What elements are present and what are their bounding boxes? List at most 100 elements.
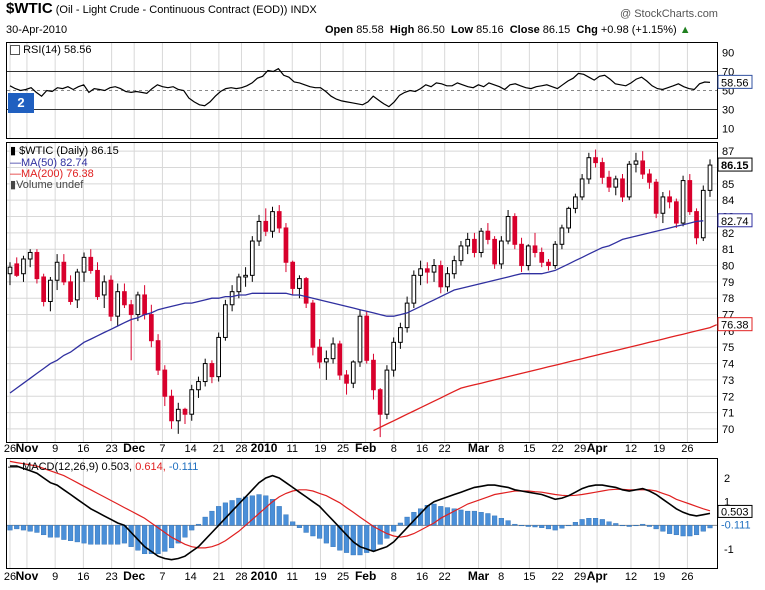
candle-body bbox=[424, 268, 430, 273]
x-axis-label: 9 bbox=[52, 443, 58, 455]
volume-legend: ▮Volume undef bbox=[10, 179, 83, 192]
candle-body bbox=[81, 256, 87, 273]
ma50-last-value: 82.74 bbox=[721, 216, 749, 228]
candle-body bbox=[472, 238, 477, 253]
macd-legend-hist: -0.111 bbox=[168, 461, 199, 473]
candle-body bbox=[357, 315, 363, 363]
macd-histogram-bar bbox=[458, 509, 464, 526]
candle-body bbox=[41, 276, 47, 302]
candle-body bbox=[148, 314, 154, 342]
x-axis-label: 25 bbox=[337, 571, 349, 583]
macd-histogram-bar bbox=[20, 525, 27, 531]
ohlc-summary: Open 85.58 High 86.50 Low 85.16 Close 86… bbox=[325, 24, 691, 37]
volume-legend-text: Volume undef bbox=[16, 179, 84, 191]
candle-body bbox=[498, 240, 504, 265]
x-axis-label: Apr bbox=[587, 441, 608, 455]
high-label: High bbox=[389, 24, 415, 36]
x-axis-label: 26 bbox=[4, 571, 16, 583]
close-value: 86.15 bbox=[542, 24, 571, 36]
macd-histogram-bar bbox=[222, 502, 228, 526]
candle-body bbox=[155, 340, 161, 371]
x-axis-label: Nov bbox=[16, 441, 39, 455]
candle-body bbox=[371, 359, 376, 391]
macd-histogram-bar bbox=[370, 525, 377, 551]
x-axis-label: 11 bbox=[287, 571, 298, 583]
x-axis-label: 2010 bbox=[251, 441, 278, 455]
macd-histogram-bar bbox=[155, 525, 161, 554]
candle-body bbox=[640, 160, 646, 175]
macd-histogram-bar bbox=[142, 525, 148, 554]
candle-body bbox=[552, 243, 558, 267]
macd-histogram-bar bbox=[680, 525, 686, 537]
macd-histogram-bar bbox=[377, 525, 383, 545]
candle-body bbox=[243, 274, 248, 278]
candle-body bbox=[202, 363, 208, 383]
symbol-description: (Oil - Light Crude - Continuous Contract… bbox=[55, 4, 288, 16]
candle-body bbox=[485, 230, 491, 240]
price-tick-label: 80 bbox=[722, 261, 734, 273]
macd-histogram-bar bbox=[545, 525, 552, 530]
candle-body bbox=[330, 343, 336, 360]
macd-histogram-bar bbox=[404, 516, 410, 526]
x-axis-label: 23 bbox=[105, 571, 117, 583]
macd-histogram-bar bbox=[485, 513, 491, 526]
rsi-last-value: 58.56 bbox=[721, 77, 749, 89]
candle-body bbox=[593, 157, 598, 164]
candle-body bbox=[505, 216, 511, 242]
x-axis-label: 21 bbox=[213, 443, 225, 455]
macd-histogram-bar bbox=[572, 522, 578, 526]
ma200-legend-icon: — bbox=[10, 168, 21, 180]
x-axis-label: 11 bbox=[287, 443, 298, 455]
macd-histogram-bar bbox=[14, 525, 20, 530]
x-axis-label: 23 bbox=[105, 443, 117, 455]
x-axis-label: 12 bbox=[625, 443, 637, 455]
macd-histogram-bar bbox=[256, 494, 262, 526]
macd-histogram-bar bbox=[673, 525, 679, 536]
x-axis-label: 29 bbox=[574, 443, 586, 455]
macd-histogram-bar bbox=[397, 522, 403, 526]
candle-body bbox=[398, 327, 403, 343]
macd-histogram-bar bbox=[162, 525, 168, 552]
macd-histogram-bar bbox=[317, 525, 323, 539]
price-tick-label: 79 bbox=[722, 277, 734, 289]
candle-body bbox=[209, 363, 215, 378]
macd-histogram-bar bbox=[148, 525, 154, 554]
candle-body bbox=[667, 196, 672, 203]
candle-body bbox=[626, 163, 632, 198]
macd-tick-label: -1 bbox=[724, 544, 734, 556]
price-tick-label: 82 bbox=[722, 228, 734, 240]
macd-histogram-bar bbox=[263, 495, 269, 526]
candle-body bbox=[512, 216, 518, 245]
candle-body bbox=[297, 278, 302, 289]
x-axis-label: 8 bbox=[391, 443, 397, 455]
ma50-legend-icon: — bbox=[10, 157, 21, 169]
x-axis-label: 15 bbox=[523, 443, 535, 455]
x-axis-label: 19 bbox=[314, 571, 326, 583]
chg-label: Chg bbox=[576, 24, 598, 36]
macd-histogram-bar bbox=[47, 525, 53, 538]
macd-histogram-bar bbox=[202, 516, 208, 526]
x-axis-label: 16 bbox=[416, 443, 428, 455]
close-last-value: 86.15 bbox=[721, 160, 749, 172]
rsi-badge[interactable]: 2 bbox=[8, 93, 34, 113]
axis-ticks: 9070503010878685848382818079787776757473… bbox=[722, 48, 734, 557]
price-plot bbox=[7, 149, 717, 438]
candle-body bbox=[196, 381, 201, 391]
macd-histogram-bar bbox=[54, 525, 60, 538]
candle-body bbox=[539, 251, 545, 263]
macd-histogram-bar bbox=[269, 499, 276, 526]
copyright-label[interactable]: @ StockCharts.com bbox=[620, 8, 718, 20]
macd-histogram-bar bbox=[640, 523, 646, 526]
open-label: Open bbox=[325, 24, 354, 36]
candle-body bbox=[236, 276, 242, 293]
x-axis-label: 22 bbox=[439, 571, 451, 583]
candle-body bbox=[465, 238, 471, 247]
macd-histogram-bar bbox=[532, 525, 538, 528]
price-legend: ▮ $WTIC (Daily) 86.15 bbox=[10, 145, 119, 158]
macd-histogram-bar bbox=[310, 525, 316, 537]
price-tick-label: 78 bbox=[722, 293, 734, 305]
macd-histogram-bar bbox=[552, 525, 558, 531]
x-axis-label: 14 bbox=[185, 571, 197, 583]
x-axis-label: 28 bbox=[235, 443, 247, 455]
